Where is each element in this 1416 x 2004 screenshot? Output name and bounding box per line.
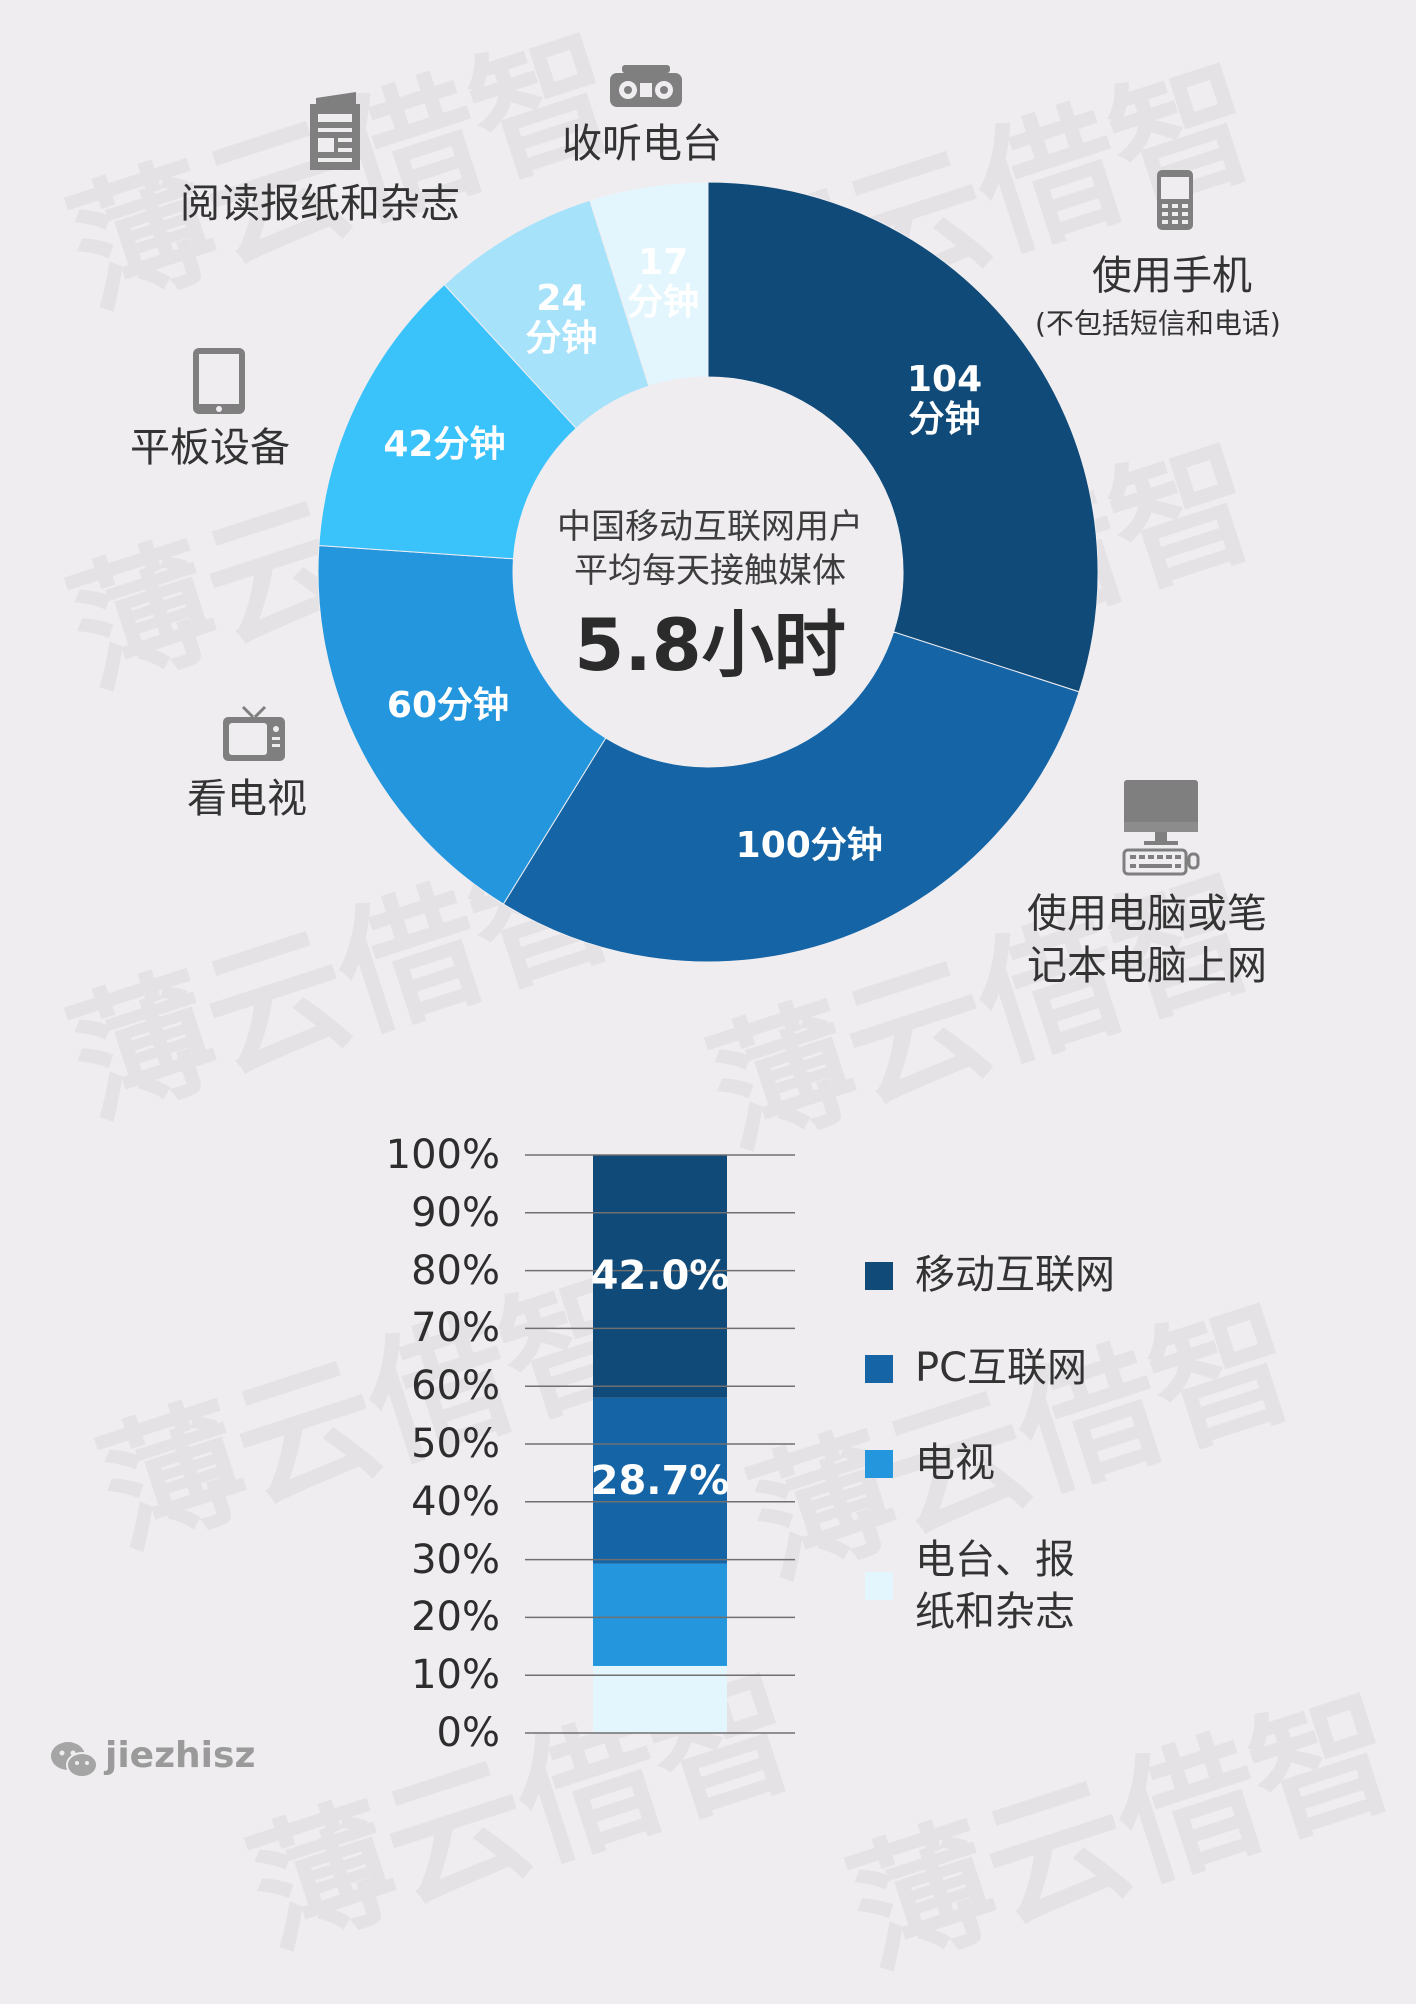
y-tick-label: 50% — [411, 1421, 500, 1467]
label-tablet: 平板设备 — [130, 425, 290, 471]
legend-label-pc-internet: PC互联网 — [915, 1345, 1088, 1391]
y-tick-label: 100% — [385, 1132, 500, 1178]
y-tick-label: 80% — [411, 1247, 500, 1294]
slice-value-label-mobile: 104 分钟 — [906, 358, 983, 440]
donut-hole — [513, 377, 903, 767]
slice-value-label-newspaper: 24 分钟 — [525, 277, 598, 359]
bar-segment-label-2: 28.7% — [590, 1457, 730, 1504]
label-mobile: 使用手机 — [1092, 253, 1252, 299]
label-radio: 收听电台 — [562, 121, 722, 167]
y-tick-label: 60% — [411, 1363, 500, 1410]
legend-swatch-radio-print — [865, 1572, 893, 1600]
bar-segment-label-3: 42.0% — [590, 1253, 730, 1300]
donut-center: 中国移动互联网用户 平均每天接触媒体 5.8小时 — [505, 505, 915, 693]
label-tv: 看电视 — [187, 776, 307, 822]
y-tick-label: 20% — [411, 1594, 500, 1641]
radio-icon — [610, 65, 682, 107]
bar-segment-1 — [593, 1563, 727, 1666]
legend-swatch-tv — [865, 1450, 893, 1478]
y-tick-label: 0% — [436, 1710, 500, 1756]
tablet-icon — [193, 348, 245, 414]
slice-value-label-tv: 60分钟 — [386, 684, 510, 726]
label-newspaper: 阅读报纸和杂志 — [180, 181, 460, 227]
center-line-1: 中国移动互联网用户 — [557, 507, 863, 547]
stacked-bar-chart — [525, 1154, 795, 1734]
bar-segment-2 — [593, 1397, 727, 1564]
wechat-icon — [51, 1742, 98, 1778]
legend-label-mobile-internet: 移动互联网 — [915, 1252, 1115, 1298]
slice-value-label-tablet: 42分钟 — [383, 424, 506, 466]
legend-label-radio-print-line2: 纸和杂志 — [915, 1589, 1075, 1635]
y-tick-label: 10% — [411, 1652, 500, 1699]
brand-handle: jiezhisz — [105, 1735, 256, 1776]
donut-chart — [317, 181, 1099, 963]
legend-swatch-mobile-internet — [865, 1262, 893, 1290]
bar-segment-3 — [593, 1155, 727, 1398]
legend-label-tv: 电视 — [915, 1440, 995, 1486]
newspaper-icon — [310, 92, 360, 170]
mobile-phone-icon — [1157, 170, 1193, 230]
legend-swatch-pc-internet — [865, 1355, 893, 1383]
legend-label-radio-print-line1: 电台、报 — [915, 1537, 1075, 1583]
slice-value-label-pc: 100分钟 — [735, 825, 883, 867]
label-mobile-note: (不包括短信和电话) — [1035, 307, 1281, 340]
center-line-2: 平均每天接触媒体 — [574, 551, 846, 591]
television-icon — [223, 705, 285, 761]
label-pc-line2: 记本电脑上网 — [1027, 943, 1267, 989]
label-pc-line1: 使用电脑或笔 — [1027, 891, 1267, 937]
y-tick-label: 90% — [411, 1189, 500, 1236]
desktop-computer-icon — [1122, 780, 1200, 876]
bar-segment-0 — [593, 1665, 727, 1733]
center-total-value: 5.8小时 — [574, 603, 846, 687]
y-tick-label: 30% — [411, 1536, 500, 1583]
slice-value-label-radio: 17 分钟 — [627, 241, 700, 323]
y-tick-label: 70% — [411, 1305, 500, 1352]
y-tick-label: 40% — [411, 1478, 500, 1525]
